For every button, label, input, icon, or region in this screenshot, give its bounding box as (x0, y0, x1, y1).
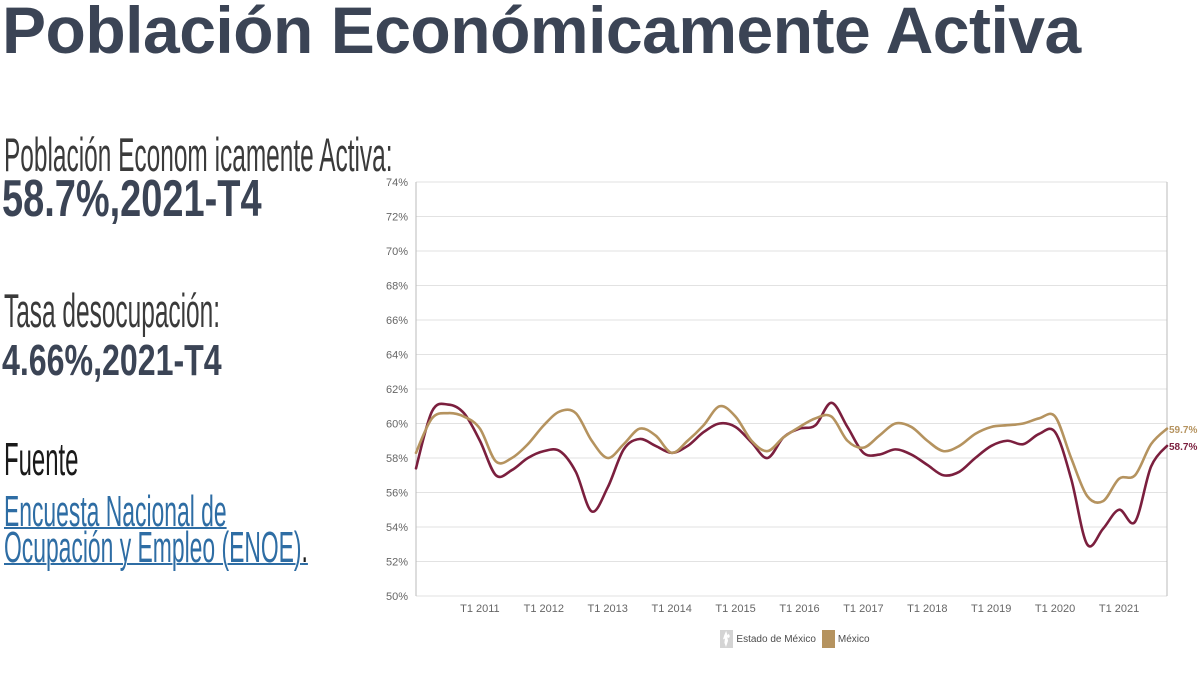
svg-text:T1 2014: T1 2014 (652, 603, 692, 615)
svg-text:56%: 56% (386, 488, 408, 500)
svg-text:70%: 70% (386, 246, 408, 258)
svg-text:58.7%: 58.7% (1169, 442, 1197, 453)
svg-text:50%: 50% (386, 591, 408, 603)
svg-text:72%: 72% (386, 212, 408, 224)
svg-text:68%: 68% (386, 281, 408, 293)
svg-text:74%: 74% (386, 177, 408, 189)
svg-text:T1 2020: T1 2020 (1035, 603, 1075, 615)
svg-text:T1 2017: T1 2017 (843, 603, 883, 615)
svg-text:T1 2019: T1 2019 (971, 603, 1011, 615)
svg-text:T1 2015: T1 2015 (715, 603, 755, 615)
svg-text:52%: 52% (386, 557, 408, 569)
svg-text:T1 2016: T1 2016 (779, 603, 819, 615)
svg-text:T1 2018: T1 2018 (907, 603, 947, 615)
svg-text:60%: 60% (386, 419, 408, 431)
svg-text:T1 2012: T1 2012 (524, 603, 564, 615)
svg-text:T1 2013: T1 2013 (588, 603, 628, 615)
svg-text:58%: 58% (386, 453, 408, 465)
svg-text:66%: 66% (386, 315, 408, 327)
svg-text:54%: 54% (386, 522, 408, 534)
svg-text:62%: 62% (386, 384, 408, 396)
svg-text:59.7%: 59.7% (1169, 425, 1197, 436)
svg-text:64%: 64% (386, 350, 408, 362)
svg-text:T1 2021: T1 2021 (1099, 603, 1139, 615)
svg-text:T1 2011: T1 2011 (460, 603, 500, 615)
